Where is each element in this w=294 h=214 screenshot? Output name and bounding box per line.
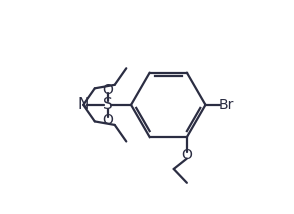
Text: O: O (102, 83, 113, 97)
Text: O: O (181, 148, 192, 162)
Text: Br: Br (219, 98, 234, 112)
Text: N: N (78, 97, 89, 112)
Text: S: S (103, 97, 113, 112)
Text: O: O (102, 113, 113, 127)
